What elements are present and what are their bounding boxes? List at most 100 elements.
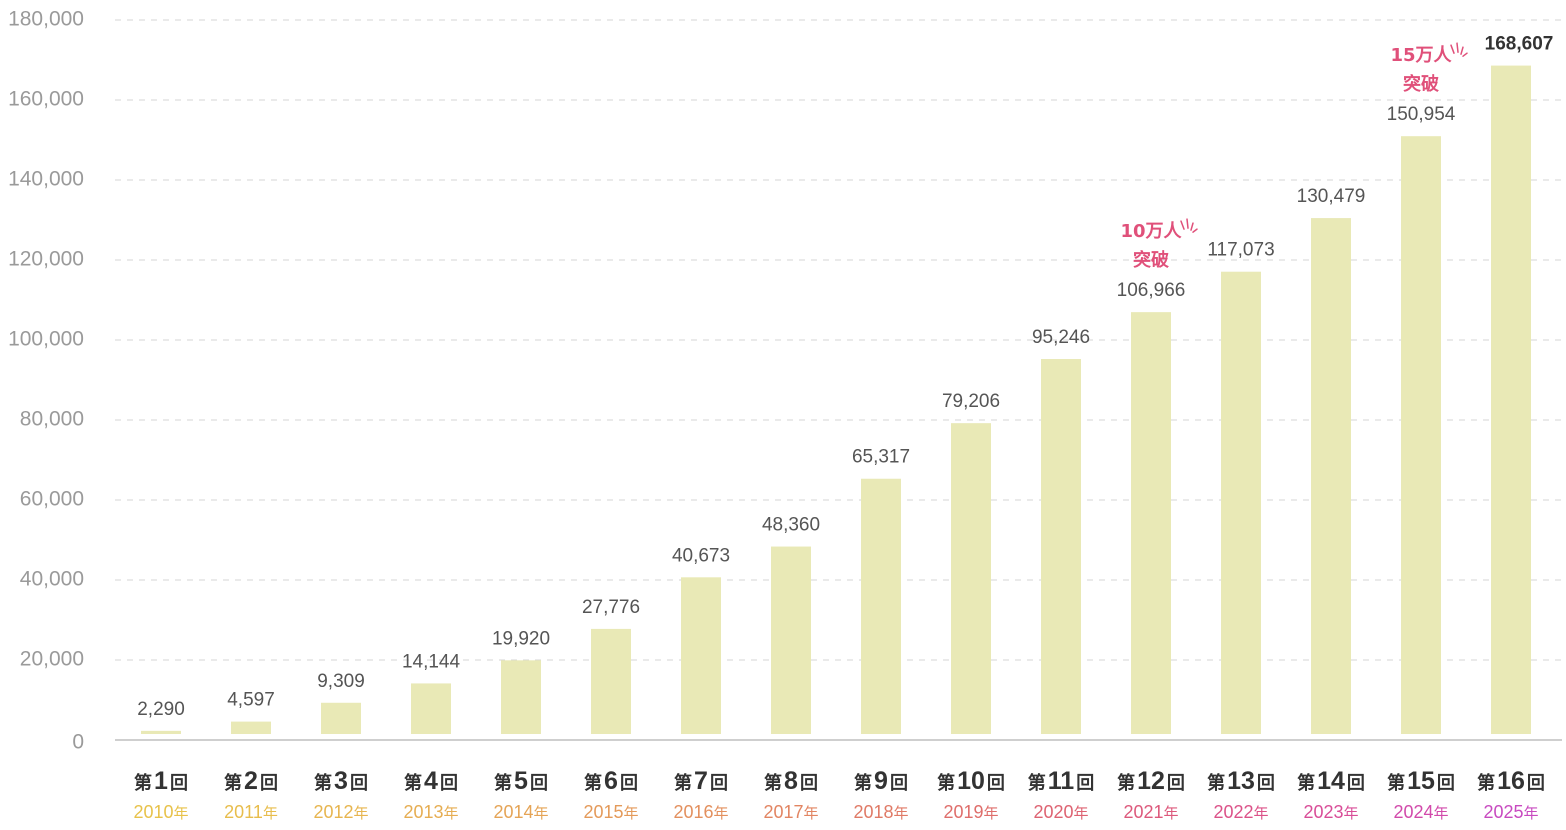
x-tick-prefix: 第 — [764, 772, 782, 794]
x-tick-suffix: 回 — [440, 773, 458, 794]
y-tick-label: 100,000 — [8, 328, 84, 351]
x-tick-label: 第9 回 — [854, 767, 908, 795]
x-tick-prefix: 第 — [224, 772, 242, 794]
year-suffix: 年 — [1344, 804, 1359, 822]
x-tick-suffix: 回 — [1257, 773, 1275, 794]
bar — [1491, 65, 1531, 734]
year-label: 2019年 — [943, 802, 998, 822]
data-label: 48,360 — [762, 515, 820, 536]
x-tick-number: 9 — [874, 767, 888, 795]
x-tick-prefix: 第 — [134, 772, 152, 794]
x-tick-number: 3 — [334, 767, 348, 795]
year-label: 2010年 — [133, 802, 188, 822]
year-label: 2024年 — [1393, 802, 1448, 822]
year-suffix: 年 — [714, 804, 729, 822]
year-suffix: 年 — [354, 804, 369, 822]
sparkle-stroke — [1190, 222, 1194, 231]
x-tick-prefix: 第 — [584, 772, 602, 794]
data-label: 19,920 — [492, 628, 550, 649]
year-label: 2022年 — [1213, 802, 1268, 822]
x-tick-prefix: 第 — [1297, 772, 1315, 794]
x-tick-prefix: 第 — [1387, 772, 1405, 794]
year-number: 2010 — [133, 802, 173, 822]
x-tick-label: 第1 回 — [134, 767, 188, 795]
sparkle-icon — [1180, 218, 1198, 233]
y-tick-label: 120,000 — [8, 248, 84, 271]
year-label: 2017年 — [763, 802, 818, 822]
x-tick-label: 第11 回 — [1028, 767, 1094, 795]
y-tick-label: 60,000 — [20, 488, 84, 511]
x-tick-prefix: 第 — [937, 772, 955, 794]
x-tick-label: 第7 回 — [674, 767, 728, 795]
year-label: 2014年 — [493, 802, 548, 822]
x-tick-suffix: 回 — [1076, 773, 1094, 794]
y-axis: 0 20,000 40,000 60,000 80,000 100,000 120,000 1… — [8, 8, 84, 754]
data-label: 65,317 — [852, 447, 910, 468]
year-label: 2016年 — [673, 802, 728, 822]
milestone-label: 10万人 — [1120, 221, 1182, 242]
x-tick-number: 1 — [154, 767, 168, 795]
year-suffix: 年 — [1254, 804, 1269, 822]
sparkle-stroke — [1460, 46, 1464, 55]
x-tick-number: 6 — [604, 767, 618, 795]
year-label: 2020年 — [1033, 802, 1088, 822]
data-label: 79,206 — [942, 391, 1000, 412]
data-label: 168,607 — [1485, 34, 1554, 55]
x-tick-label: 第4 回 — [404, 767, 458, 795]
year-suffix: 年 — [534, 804, 549, 822]
year-number: 2011 — [224, 802, 263, 822]
sparkle-stroke — [1450, 44, 1455, 54]
bar — [1401, 136, 1441, 734]
year-label: 2025年 — [1483, 802, 1538, 822]
sparkle-stroke — [1462, 52, 1468, 57]
y-tick-label: 0 — [72, 731, 84, 754]
bar — [1311, 218, 1351, 735]
x-tick-prefix: 第 — [1477, 772, 1495, 794]
bar — [501, 660, 541, 734]
x-tick-number: 10 — [957, 767, 985, 795]
bar — [771, 546, 811, 734]
x-tick-number: 14 — [1317, 767, 1345, 795]
x-tick-number: 2 — [244, 767, 258, 795]
y-tick-label: 40,000 — [20, 568, 84, 591]
bar — [591, 628, 631, 734]
year-number: 2020 — [1033, 802, 1073, 822]
y-tick-label: 180,000 — [8, 8, 84, 31]
value-labels-layer: 2,290 4,597 9,309 14,144 19,920 27,776 40,673 4… — [137, 34, 1553, 720]
sparkle-stroke — [1186, 218, 1189, 229]
x-tick-prefix: 第 — [674, 772, 692, 794]
year-label: 2011年 — [224, 802, 278, 822]
year-label: 2012年 — [313, 802, 368, 822]
bar — [141, 730, 181, 734]
year-label: 2021年 — [1123, 802, 1178, 822]
year-suffix: 年 — [1434, 804, 1449, 822]
year-suffix: 年 — [1074, 804, 1089, 822]
data-label: 2,290 — [137, 699, 185, 720]
x-tick-label: 第5 回 — [494, 767, 548, 795]
x-tick-number: 4 — [424, 767, 438, 795]
x-tick-prefix: 第 — [1117, 772, 1135, 794]
x-tick-number: 7 — [694, 767, 708, 795]
year-suffix: 年 — [984, 804, 999, 822]
x-tick-number: 5 — [514, 767, 528, 795]
x-tick-label: 第8 回 — [764, 767, 818, 795]
data-label: 130,479 — [1297, 186, 1366, 207]
year-label: 2015年 — [583, 802, 638, 822]
year-number: 2014 — [493, 802, 533, 822]
year-suffix: 年 — [894, 804, 909, 822]
x-tick-label: 第6 回 — [584, 767, 638, 795]
x-tick-number: 13 — [1227, 767, 1255, 795]
year-number: 2024 — [1393, 802, 1433, 822]
x-tick-suffix: 回 — [987, 773, 1005, 794]
x-tick-suffix: 回 — [260, 773, 278, 794]
data-label: 27,776 — [582, 597, 640, 618]
x-tick-prefix: 第 — [404, 772, 422, 794]
year-number: 2023 — [1303, 802, 1343, 822]
y-tick-label: 80,000 — [20, 408, 84, 431]
bar — [231, 721, 271, 734]
x-tick-suffix: 回 — [1437, 773, 1455, 794]
year-suffix: 年 — [804, 804, 819, 822]
x-tick-label: 第10 回 — [937, 767, 1005, 795]
bars-layer — [141, 65, 1531, 735]
